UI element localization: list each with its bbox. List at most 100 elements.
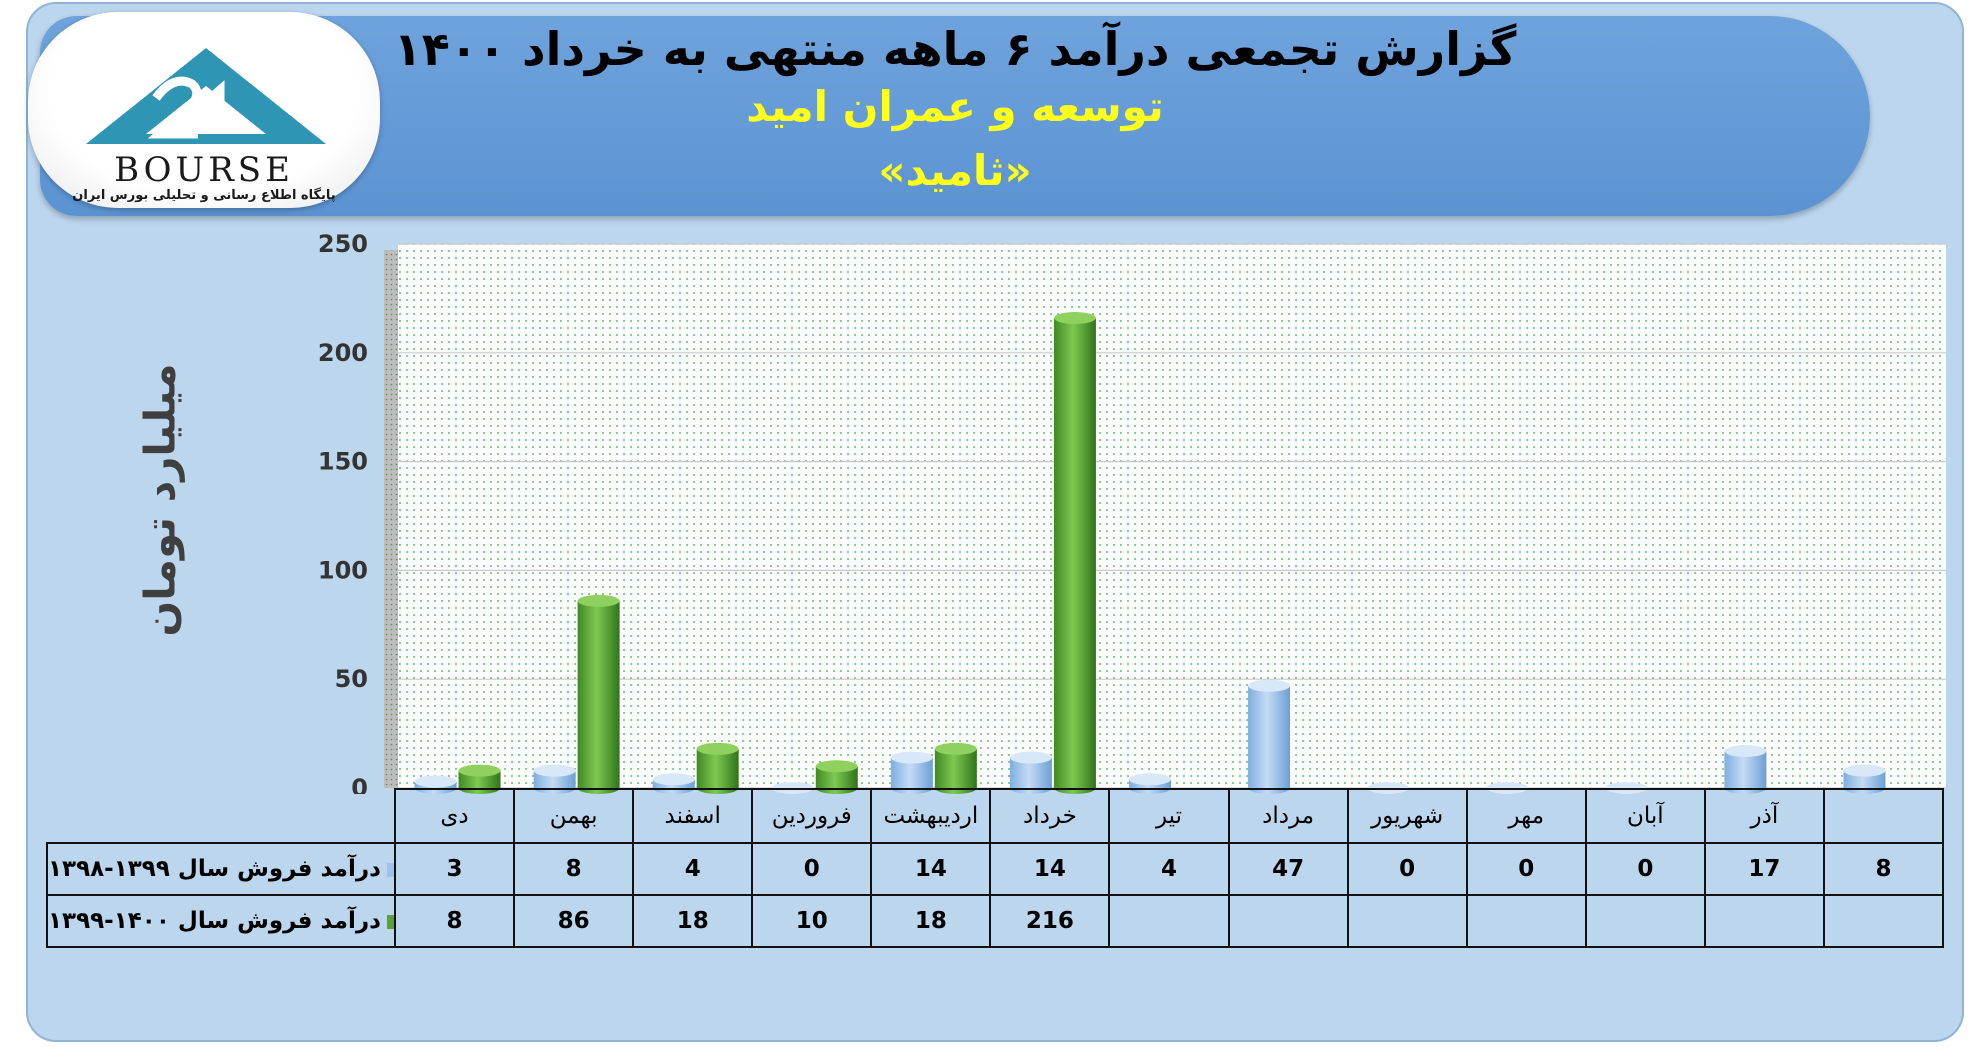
table-row: درآمد فروش سال ۱۳۹۹-۱۳۹۸ 3 8 4 0 14 14 4 47 0 0 0 17… xyxy=(46,842,1945,896)
y-tick-label: 200 xyxy=(318,339,368,367)
bar xyxy=(815,760,858,794)
bar-top xyxy=(652,773,695,786)
ticker-symbol: «ثامید» xyxy=(878,146,1032,195)
bar xyxy=(934,742,977,794)
bar-top xyxy=(890,751,933,764)
table-row: درآمد فروش سال ۱۴۰۰-۱۳۹۹ 8 86 18 10 18 216 xyxy=(46,894,1945,948)
bar-body xyxy=(1053,317,1096,794)
data-label: 3 xyxy=(393,842,516,896)
data-label: 216 xyxy=(989,894,1111,948)
bar xyxy=(1009,751,1052,794)
legend-swatch xyxy=(386,862,393,877)
x-tick-label: مرداد xyxy=(1227,788,1349,844)
bars xyxy=(414,311,1886,794)
series-name: درآمد فروش سال ۱۳۹۹-۱۳۹۸ xyxy=(48,856,381,882)
data-label: 0 xyxy=(1584,842,1706,896)
data-label xyxy=(1822,894,1945,948)
legend-entry: درآمد فروش سال ۱۳۹۹-۱۳۹۸ xyxy=(46,842,396,896)
bar xyxy=(890,751,933,794)
bar-body xyxy=(1724,751,1767,794)
report-title: گزارش تجمعی درآمد ۶ ماهه منتهی به خرداد … xyxy=(393,22,1517,76)
logo-subtitle: پایگاه اطلاع رسانی و تحلیلی بورس ایران xyxy=(72,188,336,203)
bar-top xyxy=(1053,311,1096,324)
bar xyxy=(696,742,739,794)
x-tick-label: تیر xyxy=(1108,788,1230,844)
data-label: 0 xyxy=(751,842,873,896)
x-tick-label: اسفند xyxy=(632,788,754,844)
data-label: 10 xyxy=(751,894,873,948)
data-label: 14 xyxy=(989,842,1111,896)
x-tick-label: دی xyxy=(393,788,516,844)
data-label: 18 xyxy=(870,894,992,948)
x-tick-label: مهر xyxy=(1465,788,1587,844)
plot-area xyxy=(398,244,1946,788)
bar xyxy=(1724,745,1767,794)
data-label xyxy=(1227,894,1349,948)
bar-top xyxy=(1248,679,1291,692)
bar xyxy=(577,594,620,794)
x-tick-label: آبان xyxy=(1584,788,1706,844)
plot-side-wall xyxy=(384,250,398,788)
bar-top xyxy=(414,775,457,788)
x-tick-label: اردیبهشت xyxy=(870,788,992,844)
y-tick-label: 150 xyxy=(318,448,368,476)
data-label: 8 xyxy=(1822,842,1945,896)
data-label: 17 xyxy=(1703,842,1825,896)
y-axis-label: میلیارد تومان xyxy=(135,363,185,637)
data-label xyxy=(1346,894,1468,948)
bar-body xyxy=(815,766,858,794)
plot-background xyxy=(384,244,1946,788)
x-tick-label: بهمن xyxy=(513,788,635,844)
bar xyxy=(1248,679,1291,794)
x-tick-label: خرداد xyxy=(989,788,1111,844)
data-label: 0 xyxy=(1346,842,1468,896)
bar-top xyxy=(1129,773,1171,786)
x-tick-label xyxy=(1822,788,1945,844)
bar-top xyxy=(577,594,620,607)
data-label xyxy=(1584,894,1706,948)
table-corner xyxy=(47,789,395,843)
data-label: 86 xyxy=(513,894,635,948)
logo-wordmark: BOURSE xyxy=(114,150,294,190)
data-table: دی بهمن اسفند فروردین اردیبهشت خرداد تیر مرداد ش… xyxy=(46,788,1945,948)
bar-body xyxy=(696,748,739,794)
data-label: 8 xyxy=(513,842,635,896)
legend-swatch xyxy=(386,914,393,929)
bar-top xyxy=(815,760,858,773)
bar-chart: 0 50 100 150 200 250 xyxy=(318,230,1946,794)
data-label: 4 xyxy=(632,842,754,896)
data-label: 0 xyxy=(1465,842,1587,896)
bar-top xyxy=(696,742,739,755)
data-label: 18 xyxy=(632,894,754,948)
bar-body xyxy=(934,748,977,794)
y-tick-label: 100 xyxy=(318,556,368,584)
bourse-logo: BOURSE پایگاه اطلاع رسانی و تحلیلی بورس … xyxy=(28,12,380,208)
y-tick-label: 50 xyxy=(335,665,368,693)
x-tick-label: شهریور xyxy=(1346,788,1468,844)
y-axis-ticks: 0 50 100 150 200 250 xyxy=(318,230,368,794)
table-header-row: دی بهمن اسفند فروردین اردیبهشت خرداد تیر مرداد ش… xyxy=(47,788,1945,844)
bar-body xyxy=(577,600,620,794)
x-tick-label: فروردین xyxy=(751,788,873,844)
bar-body xyxy=(890,757,933,794)
bar-top xyxy=(533,764,576,777)
series-name: درآمد فروش سال ۱۴۰۰-۱۳۹۹ xyxy=(48,908,381,934)
data-label: 14 xyxy=(870,842,992,896)
bar-body xyxy=(1248,685,1291,794)
bar xyxy=(1053,311,1096,794)
bar-top xyxy=(934,742,977,755)
data-label xyxy=(1108,894,1230,948)
data-label: 8 xyxy=(393,894,516,948)
data-label: 47 xyxy=(1227,842,1349,896)
bar-top xyxy=(1724,745,1767,758)
y-tick-label: 0 xyxy=(351,774,368,794)
company-name: توسعه و عمران امید xyxy=(746,82,1164,131)
data-label xyxy=(1703,894,1825,948)
bar-top xyxy=(458,764,501,777)
x-tick-label: آذر xyxy=(1703,788,1825,844)
bar-body xyxy=(1009,757,1052,794)
legend-entry: درآمد فروش سال ۱۴۰۰-۱۳۹۹ xyxy=(46,894,396,948)
data-label xyxy=(1465,894,1587,948)
bar-top xyxy=(1009,751,1052,764)
triangle-logo-icon xyxy=(86,48,326,144)
